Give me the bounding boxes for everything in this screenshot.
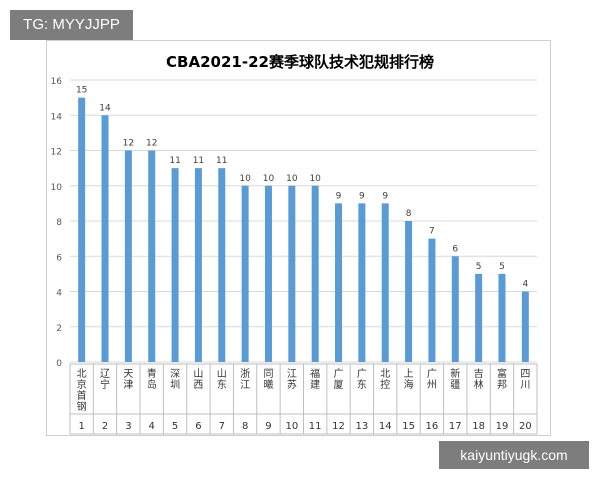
bars: [78, 97, 529, 362]
rank-label: 2: [102, 421, 108, 432]
x-tick-label: 浙江: [240, 368, 250, 391]
data-label: 10: [263, 174, 275, 184]
x-tick-label: 北控: [380, 368, 390, 391]
rank-label: 11: [309, 421, 322, 432]
bar: [288, 185, 296, 362]
bar: [194, 168, 202, 362]
bar: [428, 238, 436, 362]
data-label: 7: [429, 227, 435, 237]
rank-label: 12: [332, 421, 345, 432]
y-tick-label: 8: [56, 218, 62, 228]
y-axis-ticks: 0 2 4 6 8 10 12 14 16: [51, 77, 63, 369]
bar: [335, 203, 343, 362]
x-tick-label: 辽宁: [100, 368, 110, 391]
rank-label: 14: [379, 421, 392, 432]
x-tick-label: 深圳: [170, 368, 180, 391]
rank-label: 18: [472, 421, 485, 432]
watermark-top: TG: MYYJJPP: [10, 10, 133, 40]
y-tick-label: 4: [56, 289, 62, 299]
rank-label: 17: [449, 421, 462, 432]
data-label: 9: [359, 191, 365, 201]
y-tick-label: 16: [51, 77, 63, 87]
x-tick-label: 吉林: [474, 368, 484, 391]
rank-label: 9: [265, 421, 271, 432]
data-label: 10: [239, 174, 251, 184]
rank-label: 20: [519, 421, 532, 432]
rank-label: 3: [125, 421, 131, 432]
bar: [241, 185, 249, 362]
bar: [521, 291, 529, 362]
bar: [381, 203, 389, 362]
x-tick-label: 上海: [404, 368, 414, 391]
x-tick-label: 广厦: [334, 368, 344, 391]
rank-label: 13: [356, 421, 369, 432]
rank-label: 16: [426, 421, 439, 432]
data-label: 8: [406, 209, 412, 219]
bar: [148, 150, 156, 362]
data-label: 5: [499, 262, 505, 272]
x-tick-label: 同曦: [263, 368, 273, 391]
x-tick-label: 北京首钢: [77, 368, 87, 413]
bar: [101, 115, 109, 362]
data-label: 5: [476, 262, 482, 272]
data-label: 12: [123, 139, 134, 149]
bar: [218, 168, 226, 362]
x-tick-label: 富邦: [497, 367, 507, 391]
x-tick-label: 山东: [217, 368, 227, 391]
data-label: 9: [382, 191, 388, 201]
data-label: 11: [216, 156, 227, 166]
bar: [124, 150, 132, 362]
x-tick-label: 广州: [427, 368, 437, 391]
bar: [475, 273, 483, 362]
y-tick-label: 0: [56, 359, 62, 369]
data-label: 14: [99, 103, 111, 113]
data-label: 4: [522, 280, 528, 290]
bar: [264, 185, 272, 362]
rank-label: 1: [78, 421, 84, 432]
bar: [405, 221, 413, 362]
bar: [358, 203, 366, 362]
x-tick-label: 江苏: [287, 368, 297, 391]
y-tick-label: 14: [51, 112, 63, 122]
data-label: 10: [286, 174, 298, 184]
watermark-bottom: kaiyuntiyugk.com: [439, 441, 589, 469]
rank-label: 8: [242, 421, 248, 432]
data-label: 10: [309, 174, 321, 184]
rank-label: 7: [219, 421, 225, 432]
y-tick-label: 2: [56, 324, 62, 334]
chart-title: CBA2021-22赛季球队技术犯规排行榜: [166, 53, 434, 71]
rank-label: 19: [496, 421, 509, 432]
rank-label: 4: [149, 421, 155, 432]
y-tick-label: 10: [51, 183, 63, 193]
rank-label: 10: [285, 421, 298, 432]
bar: [498, 273, 506, 362]
x-tick-label: 广东: [357, 368, 367, 391]
x-tick-label: 新疆: [450, 367, 460, 391]
bar: [311, 185, 319, 362]
bar: [78, 97, 86, 362]
gridlines: [70, 79, 537, 363]
x-tick-label: 山西: [193, 368, 203, 391]
rank-label: 6: [195, 421, 201, 432]
x-tick-label: 天津: [123, 369, 133, 391]
data-label: 6: [452, 244, 458, 254]
x-tick-label: 福建: [310, 367, 320, 391]
rank-label: 15: [402, 421, 415, 432]
data-label: 15: [76, 86, 87, 96]
y-tick-label: 12: [51, 148, 62, 158]
y-tick-label: 6: [56, 253, 62, 263]
data-label: 11: [193, 156, 204, 166]
x-tick-label: 四川: [520, 369, 530, 391]
data-label: 9: [336, 191, 342, 201]
rank-label: 5: [172, 421, 178, 432]
data-labels: 15 14 12 12 11 11 11 10 10 10 10 9 9 9 8 7 6 5 5 4: [76, 86, 529, 290]
data-label: 12: [146, 139, 157, 149]
x-tick-label: 青岛: [147, 367, 157, 391]
bar: [171, 168, 179, 362]
data-label: 11: [169, 156, 180, 166]
bar: [451, 256, 459, 362]
x-axis-table: 北京首钢 1 辽宁 2 天津 3 青岛 4 深圳 5 山西 6 山东 7 浙江 8 同曦 9 江苏 10 福建 11 广厦 1…: [69, 363, 538, 435]
